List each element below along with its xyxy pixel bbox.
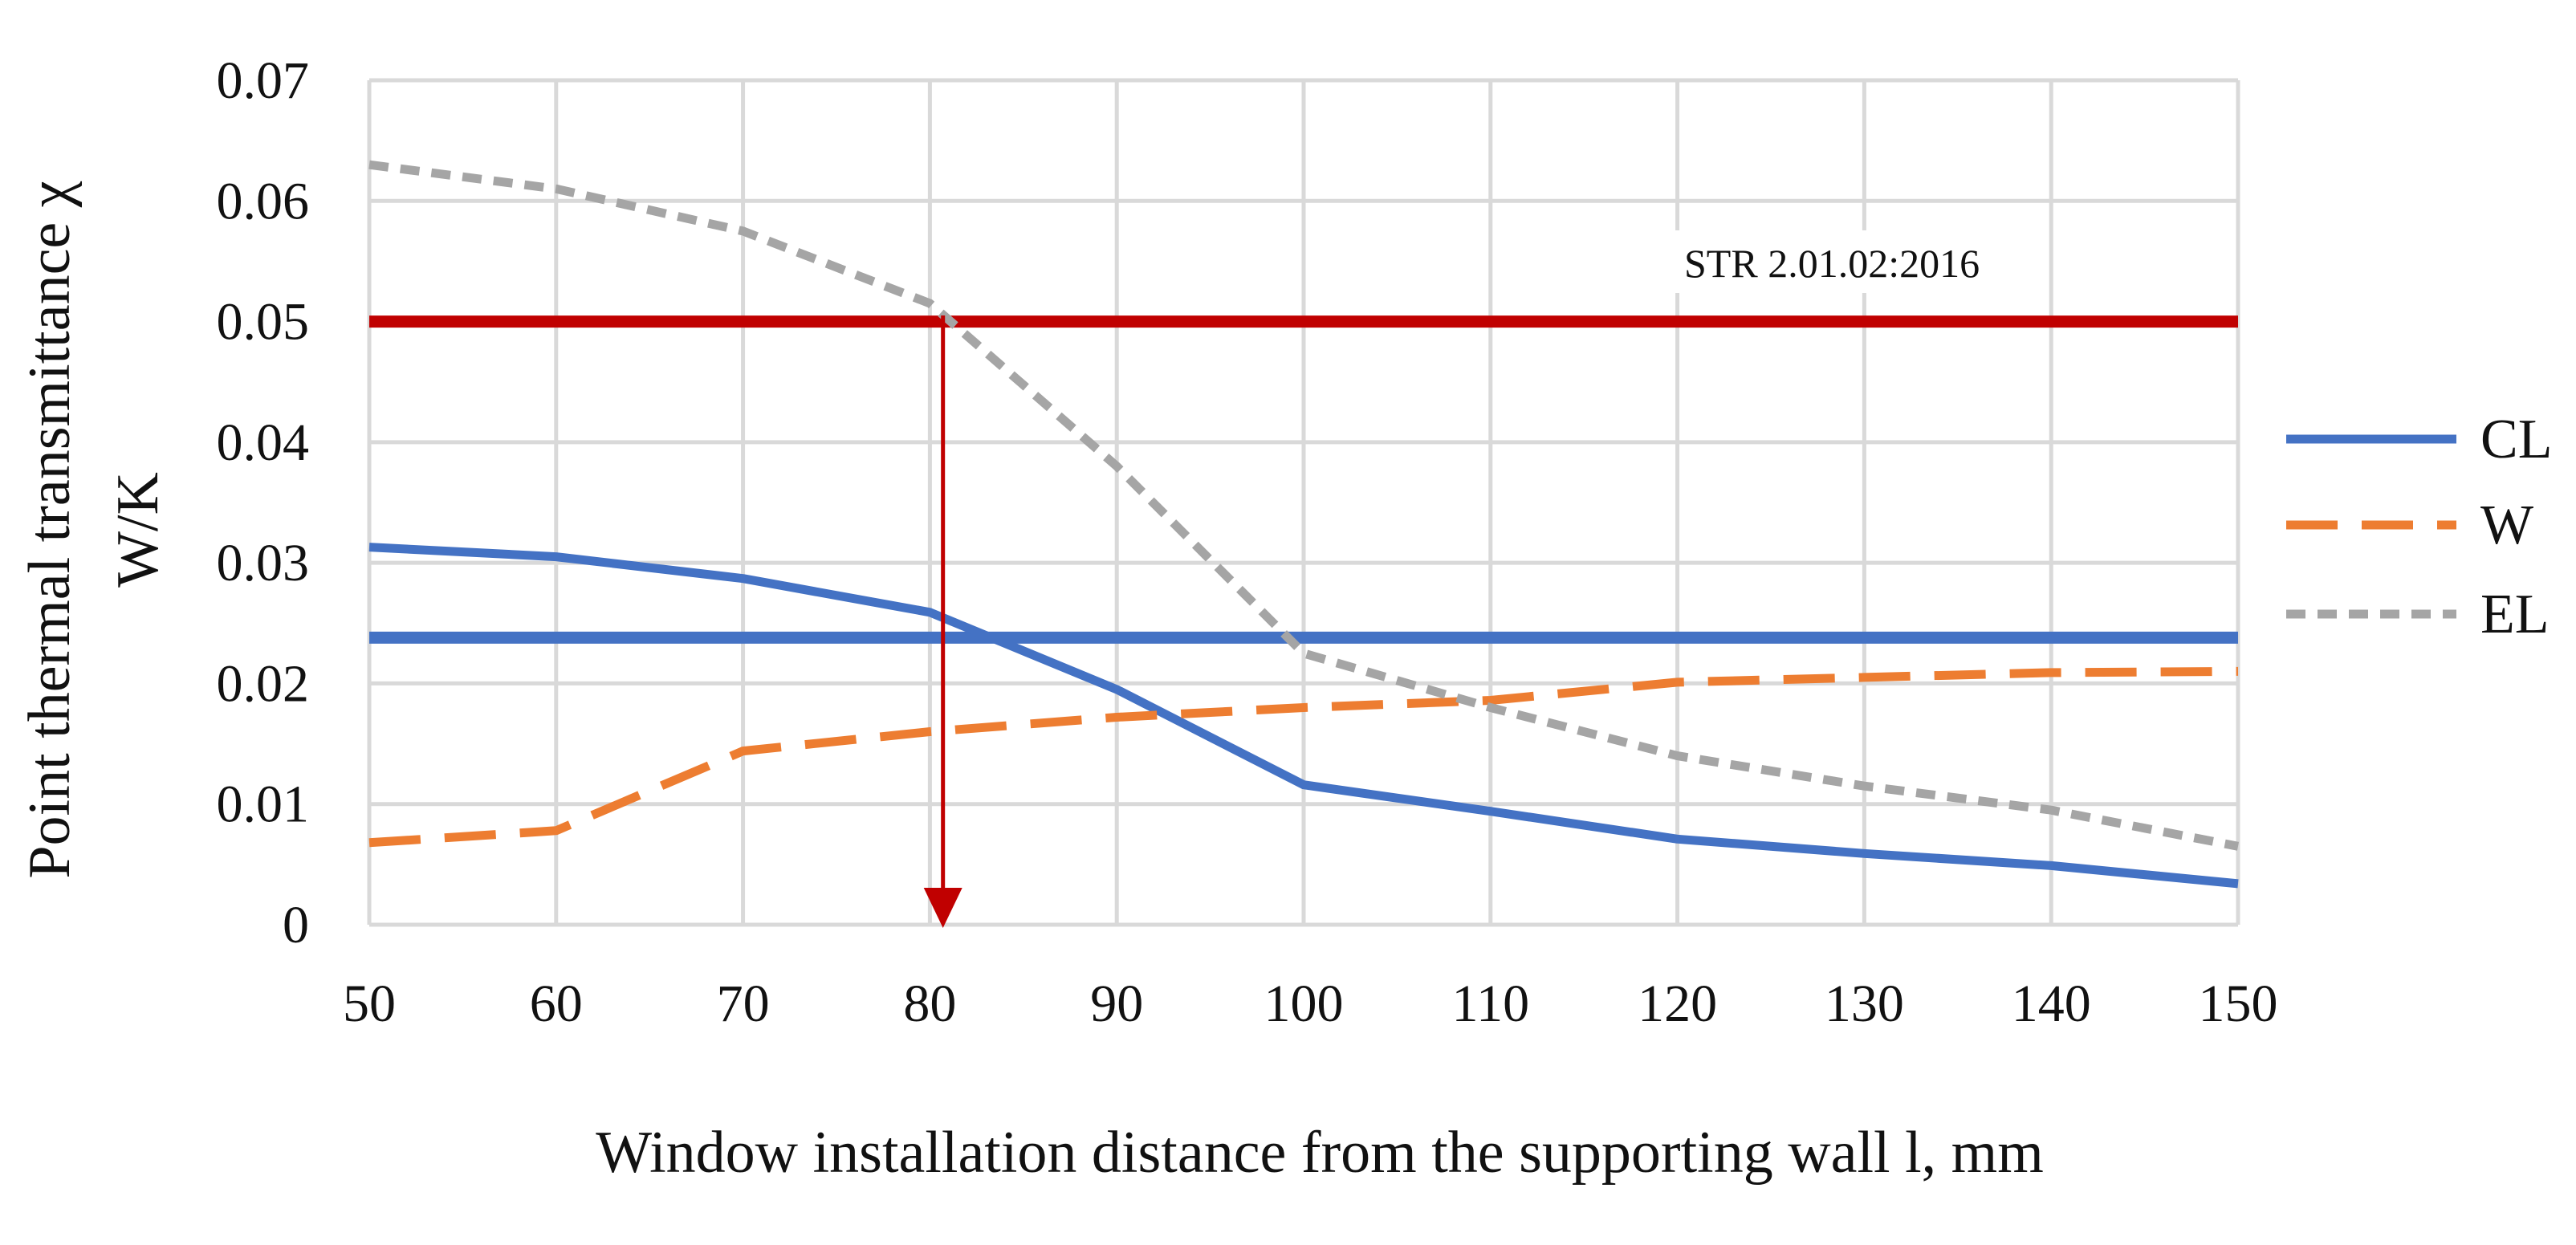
legend: CL W EL bbox=[2286, 409, 2552, 645]
legend-label-el: EL bbox=[2480, 584, 2550, 645]
x-tick-label-7: 120 bbox=[1638, 974, 1717, 1033]
x-tick-label-4: 90 bbox=[1090, 974, 1143, 1033]
y-tick-label-1: 0.01 bbox=[217, 775, 310, 834]
y-tick-label-4: 0.04 bbox=[217, 413, 310, 472]
tick-labels: 50 60 70 80 90 100 110 120 130 140 150 0 0.01 0.02 0.0… bbox=[217, 51, 2278, 1033]
legend-label-cl: CL bbox=[2480, 409, 2552, 470]
y-axis-title-line1: Point thermal transmittance χ bbox=[17, 181, 83, 878]
y-tick-label-2: 0.02 bbox=[217, 654, 310, 713]
x-tick-label-6: 110 bbox=[1452, 974, 1530, 1033]
x-tick-label-8: 130 bbox=[1825, 974, 1904, 1033]
x-tick-label-9: 140 bbox=[2012, 974, 2091, 1033]
x-tick-label-2: 70 bbox=[717, 974, 770, 1033]
legend-label-w: W bbox=[2480, 494, 2533, 556]
y-tick-label-5: 0.05 bbox=[217, 293, 310, 352]
x-axis-title: Window installation distance from the su… bbox=[596, 1120, 2044, 1186]
y-axis-title-line2: W/K bbox=[105, 472, 171, 588]
y-tick-label-3: 0.03 bbox=[217, 534, 310, 592]
reference-line-label: STR 2.01.02:2016 bbox=[1684, 241, 1980, 286]
x-tick-label-0: 50 bbox=[343, 974, 396, 1033]
y-tick-label-6: 0.06 bbox=[217, 172, 310, 230]
x-tick-label-3: 80 bbox=[903, 974, 956, 1033]
x-tick-label-5: 100 bbox=[1264, 974, 1344, 1033]
y-tick-label-0: 0 bbox=[283, 896, 309, 954]
x-tick-label-1: 60 bbox=[530, 974, 583, 1033]
y-tick-label-7: 0.07 bbox=[217, 51, 310, 110]
x-tick-label-10: 150 bbox=[2199, 974, 2278, 1033]
